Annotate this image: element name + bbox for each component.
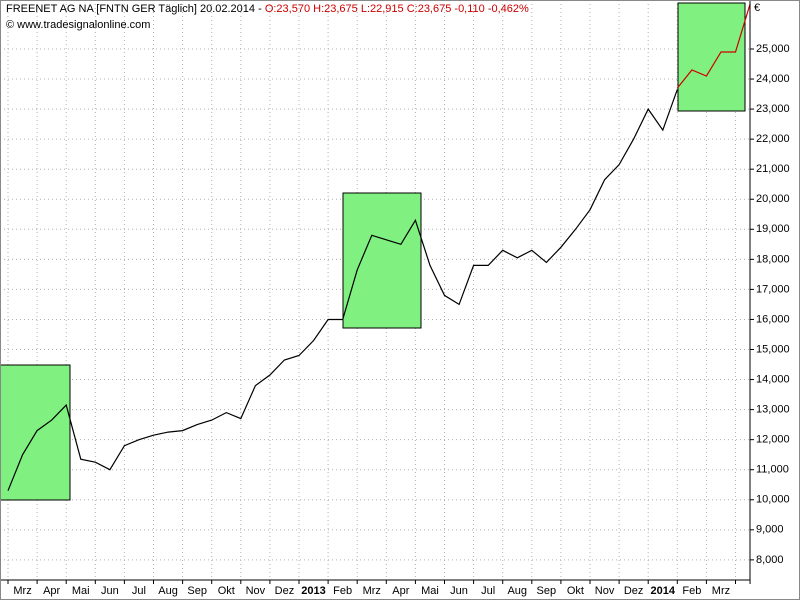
y-tick-label: 18,000 [756, 253, 790, 265]
x-tick-label: Jul [481, 585, 495, 597]
series [7, 3, 751, 491]
grid [0, 0, 751, 580]
y-tick-label: 21,000 [756, 163, 790, 175]
x-tick-label: Okt [567, 585, 584, 597]
chart-title: FREENET AG NA [FNTN GER Täglich] 20.02.2… [6, 3, 529, 15]
x-tick-label: Okt [218, 585, 235, 597]
x-tick-label: Feb [682, 585, 701, 597]
x-tick-label: Apr [392, 585, 409, 597]
highlight-box [0, 364, 71, 501]
axes: 8,000 9,000 10,000 11,000 12,000 13,000 14,000… [7, 43, 790, 597]
x-tick-label: Apr [43, 585, 60, 597]
y-tick-label: 22,000 [756, 133, 790, 145]
y-unit: € [754, 2, 760, 14]
x-tick-label: Jul [132, 585, 146, 597]
price-line [7, 89, 678, 491]
x-tick-label: Nov [246, 585, 266, 597]
price-line [676, 3, 751, 89]
x-tick-label: Mrz [712, 585, 730, 597]
y-tick-label: 12,000 [756, 434, 790, 446]
highlight-box [677, 2, 746, 112]
y-tick-label: 10,000 [756, 494, 790, 506]
y-tick-label: 16,000 [756, 313, 790, 325]
quote-text: O:23,570 H:23,675 L:22,915 C:23,675 -0,1… [265, 3, 529, 15]
x-tick-label: Mai [72, 585, 90, 597]
x-tick-label: Mrz [13, 585, 31, 597]
y-tick-label: 17,000 [756, 283, 790, 295]
x-tick-label: 2013 [301, 585, 325, 597]
y-tick-label: 25,000 [756, 43, 790, 55]
y-tick-label: 13,000 [756, 404, 790, 416]
x-tick-label: Jun [101, 585, 119, 597]
highlight-box [342, 192, 422, 329]
x-tick-label: Sep [187, 585, 207, 597]
y-tick-label: 9,000 [756, 524, 784, 536]
x-tick-label: Nov [595, 585, 615, 597]
y-tick-label: 8,000 [756, 554, 784, 566]
x-tick-label: Aug [507, 585, 527, 597]
source: © www.tradesignalonline.com [6, 19, 150, 31]
x-tick-label: Feb [333, 585, 352, 597]
title-text: FREENET AG NA [FNTN GER Täglich] 20.02.2… [6, 3, 265, 15]
y-tick-label: 24,000 [756, 73, 790, 85]
x-tick-label: Dez [275, 585, 295, 597]
y-tick-label: 19,000 [756, 223, 790, 235]
y-tick-label: 20,000 [756, 193, 790, 205]
x-tick-label: Sep [537, 585, 557, 597]
x-tick-label: Mrz [363, 585, 381, 597]
x-tick-label: Jun [450, 585, 468, 597]
x-tick-label: Dez [624, 585, 644, 597]
y-tick-label: 14,000 [756, 373, 790, 385]
y-tick-label: 15,000 [756, 343, 790, 355]
x-tick-label: Mai [421, 585, 439, 597]
y-tick-label: 11,000 [756, 464, 789, 476]
y-tick-label: 23,000 [756, 103, 790, 115]
x-tick-label: 2014 [651, 585, 676, 597]
x-tick-label: Aug [158, 585, 178, 597]
